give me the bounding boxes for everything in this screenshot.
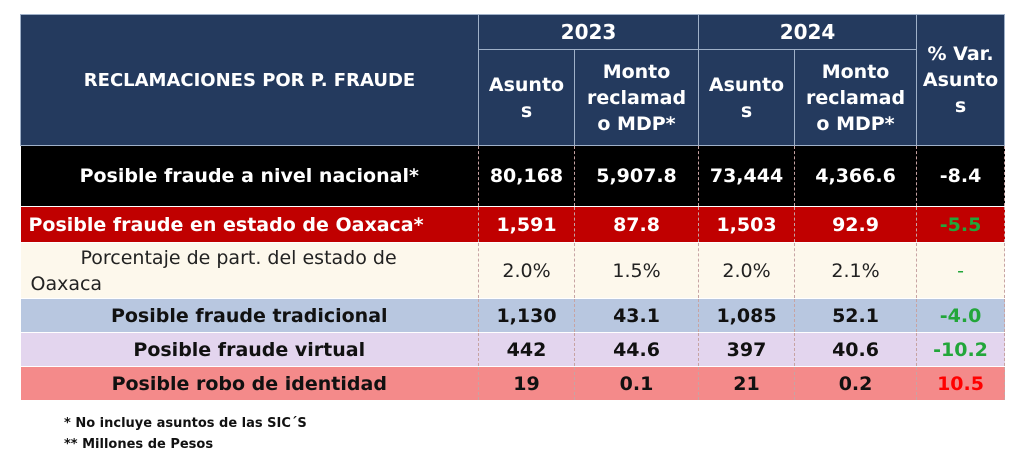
table-row-robo: Posible robo de identidad 19 0.1 21 0.2 … — [20, 366, 1006, 401]
row-label-robo: Posible robo de identidad — [20, 366, 479, 401]
cell-robo-monto-2024: 0.2 — [794, 366, 918, 401]
fraud-claims-table: RECLAMACIONES POR P. FRAUDE 2023 2024 % … — [20, 14, 1006, 401]
asuntos-2023-line1: Asunto — [488, 73, 565, 96]
table-row-virtual: Posible fraude virtual 442 44.6 397 40.6… — [20, 332, 1006, 367]
year-2023-header: 2023 — [477, 14, 700, 50]
monto-2023-line2: reclamad — [586, 86, 687, 109]
asuntos-2024-line1: Asunto — [708, 73, 785, 96]
asuntos-2023-header: Asunto s — [478, 49, 575, 146]
cell-virtual-monto-2024: 40.6 — [794, 332, 918, 367]
cell-oaxaca-asuntos-2024: 1,503 — [698, 206, 796, 243]
monto-2023-line3: o MDP* — [597, 112, 676, 135]
cell-tradicional-monto-2023: 43.1 — [574, 298, 700, 333]
row-label-oaxaca: Posible fraude en estado de Oaxaca* — [20, 206, 479, 243]
monto-2024-line3: o MDP* — [816, 112, 895, 135]
cell-porcentaje-var: - — [916, 242, 1006, 299]
monto-2024-line1: Monto — [821, 60, 890, 83]
pct-var-header: % Var. Asunto s — [916, 14, 1006, 146]
cell-nacional-monto-2024: 4,366.6 — [794, 145, 918, 207]
cell-robo-asuntos-2023: 19 — [478, 366, 575, 401]
row-label-porcentaje-line1: Porcentaje de part. del estado de — [80, 246, 397, 269]
cell-tradicional-monto-2024: 52.1 — [794, 298, 918, 333]
monto-2023-header: Monto reclamad o MDP* — [573, 49, 700, 146]
table-row-oaxaca: Posible fraude en estado de Oaxaca* 1,59… — [20, 206, 1006, 243]
pct-var-header-line1: % Var. — [927, 43, 994, 65]
asuntos-2024-header: Asunto s — [698, 49, 796, 146]
monto-2023-line1: Monto — [602, 60, 671, 83]
cell-robo-monto-2023: 0.1 — [574, 366, 700, 401]
row-label-porcentaje-line2: Oaxaca — [30, 272, 103, 295]
row-label-nacional: Posible fraude a nivel nacional* — [20, 145, 479, 207]
row-label-virtual: Posible fraude virtual — [20, 332, 479, 367]
table-title: RECLAMACIONES POR P. FRAUDE — [20, 14, 479, 146]
pct-var-header-line3: s — [954, 95, 967, 117]
cell-virtual-monto-2023: 44.6 — [574, 332, 700, 367]
cell-oaxaca-monto-2024: 92.9 — [794, 206, 918, 243]
cell-porcentaje-monto-2024: 2.1% — [794, 242, 918, 299]
cell-oaxaca-monto-2023: 87.8 — [574, 206, 700, 243]
cell-nacional-asuntos-2023: 80,168 — [478, 145, 575, 207]
row-label-porcentaje: Porcentaje de part. del estado de Oaxaca — [20, 242, 479, 299]
cell-robo-var: 10.5 — [916, 366, 1006, 401]
cell-oaxaca-var: -5.5 — [916, 206, 1006, 243]
cell-tradicional-asuntos-2024: 1,085 — [698, 298, 796, 333]
asuntos-2024-line2: s — [740, 99, 753, 122]
table-row-tradicional: Posible fraude tradicional 1,130 43.1 1,… — [20, 298, 1006, 333]
cell-virtual-var: -10.2 — [916, 332, 1006, 367]
footnote-sics: * No incluye asuntos de las SIC´S — [64, 416, 307, 431]
cell-tradicional-var: -4.0 — [916, 298, 1006, 333]
monto-2024-line2: reclamad — [805, 86, 906, 109]
table-row-nacional: Posible fraude a nivel nacional* 80,168 … — [20, 145, 1006, 207]
monto-2024-header: Monto reclamad o MDP* — [794, 49, 918, 146]
row-label-tradicional: Posible fraude tradicional — [20, 298, 479, 333]
cell-nacional-monto-2023: 5,907.8 — [574, 145, 700, 207]
cell-virtual-asuntos-2024: 397 — [698, 332, 796, 367]
cell-virtual-asuntos-2023: 442 — [478, 332, 575, 367]
cell-porcentaje-monto-2023: 1.5% — [574, 242, 700, 299]
pct-var-header-line2: Asunto — [922, 69, 999, 91]
table-row-porcentaje: Porcentaje de part. del estado de Oaxaca… — [20, 242, 1006, 299]
cell-nacional-asuntos-2024: 73,444 — [698, 145, 796, 207]
cell-nacional-var: -8.4 — [916, 145, 1006, 207]
cell-porcentaje-asuntos-2023: 2.0% — [478, 242, 575, 299]
year-2024-header: 2024 — [698, 14, 918, 50]
footnote-millones: ** Millones de Pesos — [64, 437, 214, 452]
cell-robo-asuntos-2024: 21 — [698, 366, 796, 401]
asuntos-2023-line2: s — [520, 99, 533, 122]
cell-porcentaje-asuntos-2024: 2.0% — [698, 242, 796, 299]
cell-tradicional-asuntos-2023: 1,130 — [478, 298, 575, 333]
cell-oaxaca-asuntos-2023: 1,591 — [478, 206, 575, 243]
